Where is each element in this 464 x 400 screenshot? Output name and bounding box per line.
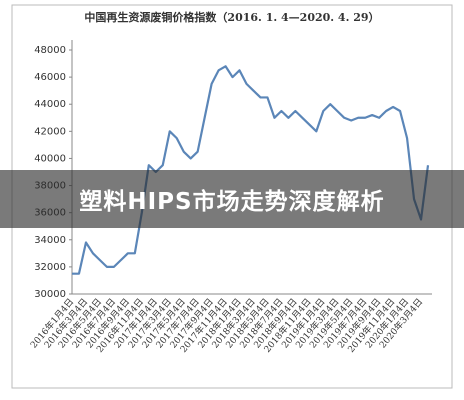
banner: 塑料HIPS市场走势深度解析	[0, 170, 464, 228]
y-tick-label: 46000	[34, 72, 66, 83]
chart-title: 中国再生资源废铜价格指数（2016. 1. 4—2020. 4. 29）	[84, 10, 379, 24]
y-tick-label: 42000	[34, 126, 66, 137]
y-tick-label: 30000	[34, 289, 66, 300]
y-tick-label: 48000	[34, 45, 66, 56]
y-tick-label: 34000	[34, 235, 66, 246]
line	[72, 65, 430, 275]
y-tick-label: 32000	[34, 262, 66, 273]
y-tick-label: 40000	[34, 153, 66, 164]
y-tick-label: 44000	[34, 99, 66, 110]
